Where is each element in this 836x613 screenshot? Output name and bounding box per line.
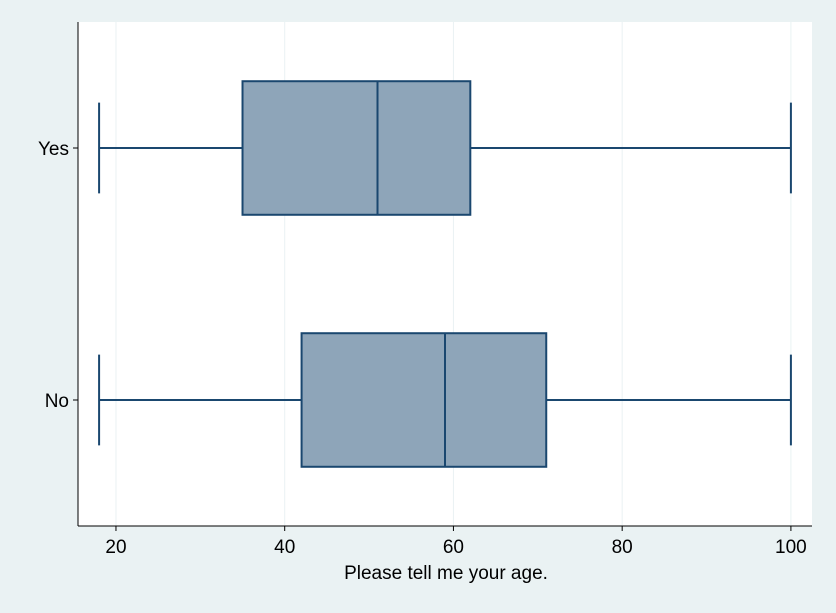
boxes: [98, 80, 792, 468]
x-tick-label: 100: [775, 537, 807, 558]
box-no: [98, 332, 792, 468]
y-category-label: Yes: [38, 139, 69, 160]
x-tick-label: 40: [274, 537, 295, 558]
x-tick-label: 80: [612, 537, 633, 558]
x-tick-label: 20: [105, 537, 126, 558]
box-yes: [98, 80, 792, 216]
x-tick-label: 60: [443, 537, 464, 558]
y-category-label: No: [45, 391, 69, 412]
iqr-box: [300, 332, 548, 468]
axes: [77, 22, 812, 527]
iqr-box: [241, 80, 472, 216]
y-axis-categories: Yes No: [38, 139, 78, 412]
x-axis-label: Please tell me your age.: [344, 563, 548, 584]
x-axis-ticks: 20 40 60 80 100: [105, 526, 807, 558]
